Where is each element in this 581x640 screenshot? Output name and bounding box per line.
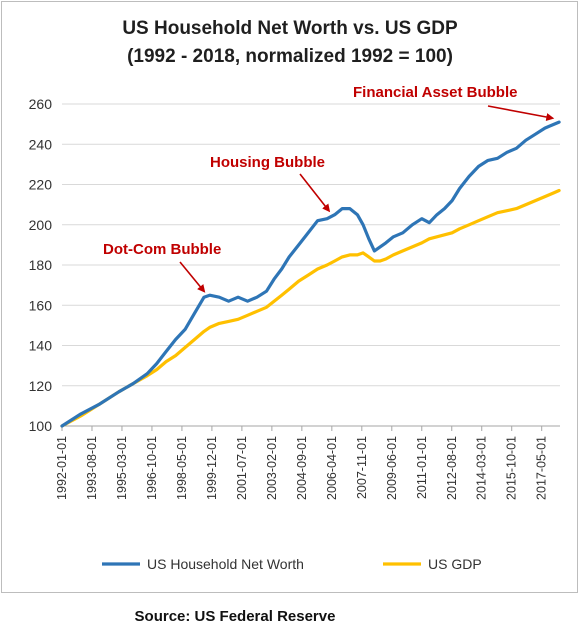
x-tick-label: 2004-09-01 bbox=[295, 436, 309, 500]
x-tick-label: 2015-10-01 bbox=[505, 436, 519, 500]
annotation-label: Housing Bubble bbox=[210, 154, 325, 171]
y-tick-label: 240 bbox=[29, 136, 53, 152]
x-tick-label: 2006-04-01 bbox=[325, 436, 339, 500]
source-note: Source: US Federal Reserve bbox=[134, 608, 336, 625]
y-tick-label: 180 bbox=[29, 257, 53, 273]
x-tick-label: 2012-08-01 bbox=[445, 436, 459, 500]
chart-title: US Household Net Worth vs. US GDP bbox=[122, 18, 458, 39]
annotation-arrow bbox=[299, 173, 331, 213]
annotation-label: Financial Asset Bubble bbox=[353, 84, 517, 101]
y-tick-label: 140 bbox=[29, 338, 53, 354]
y-tick-label: 120 bbox=[29, 378, 53, 394]
x-tick-label: 2014-03-01 bbox=[475, 436, 489, 500]
legend: US Household Net Worth US GDP bbox=[102, 556, 482, 572]
axes: 100 120 140 160 180 200 220 240 260 1992-01-01 199… bbox=[29, 96, 560, 500]
x-tick-label: 2011-01-01 bbox=[415, 436, 429, 499]
x-tick-label: 1998-05-01 bbox=[175, 436, 189, 500]
chart-frame bbox=[1, 1, 578, 593]
y-tick-label: 160 bbox=[29, 297, 53, 313]
series-lines bbox=[60, 120, 561, 428]
legend-label: US Household Net Worth bbox=[147, 556, 304, 572]
annotation-arrow bbox=[487, 105, 555, 121]
series-line bbox=[60, 120, 561, 428]
x-tick-label: 1996-10-01 bbox=[145, 436, 159, 500]
x-tick-label: 2009-06-01 bbox=[385, 436, 399, 500]
y-tick-label: 220 bbox=[29, 177, 53, 193]
x-tick-label: 1999-12-01 bbox=[205, 436, 219, 500]
x-tick-label: 1993-08-01 bbox=[85, 436, 99, 500]
x-tick-label: 2007-11-01 bbox=[355, 436, 369, 499]
y-tick-label: 260 bbox=[29, 96, 53, 112]
annotations: Dot-Com Bubble Housing Bubble Financial As… bbox=[103, 84, 555, 293]
line-chart: US Household Net Worth vs. US GDP (1992 … bbox=[29, 18, 561, 572]
chart-subtitle: (1992 - 2018, normalized 1992 = 100) bbox=[127, 46, 453, 67]
y-tick-label: 200 bbox=[29, 217, 53, 233]
gridlines bbox=[62, 103, 560, 427]
x-tick-label: 1995-03-01 bbox=[115, 436, 129, 500]
annotation-arrow bbox=[179, 261, 206, 293]
x-tick-label: 1992-01-01 bbox=[55, 436, 69, 500]
y-tick-label: 100 bbox=[29, 418, 53, 434]
x-tick-label: 2017-05-01 bbox=[535, 436, 549, 500]
x-tick-label: 2001-07-01 bbox=[235, 436, 249, 500]
series-line bbox=[60, 188, 561, 428]
annotation-label: Dot-Com Bubble bbox=[103, 241, 221, 258]
legend-label: US GDP bbox=[428, 556, 482, 572]
x-tick-label: 2003-02-01 bbox=[265, 436, 279, 500]
